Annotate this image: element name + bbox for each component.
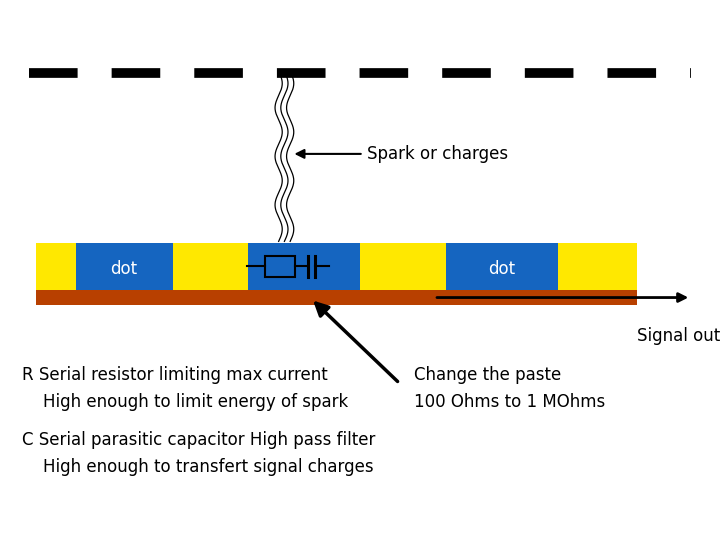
Bar — [36, 243, 637, 305]
Text: 100 Ohms to 1 MOhms: 100 Ohms to 1 MOhms — [414, 393, 606, 411]
Text: dot: dot — [110, 260, 138, 278]
Text: R Serial resistor limiting max current: R Serial resistor limiting max current — [22, 366, 328, 384]
Bar — [265, 256, 295, 276]
Bar — [36, 290, 637, 305]
Text: High enough to transfert signal charges: High enough to transfert signal charges — [22, 458, 373, 476]
Text: dot: dot — [488, 260, 516, 278]
Text: Spark or charges: Spark or charges — [367, 145, 508, 163]
Text: Change the paste: Change the paste — [414, 366, 562, 384]
Text: C Serial parasitic capacitor High pass filter: C Serial parasitic capacitor High pass f… — [22, 431, 375, 449]
Bar — [248, 243, 360, 290]
Bar — [446, 243, 558, 290]
Text: High enough to limit energy of spark: High enough to limit energy of spark — [22, 393, 348, 411]
Bar — [76, 243, 173, 290]
Text: Signal out: Signal out — [637, 327, 720, 345]
